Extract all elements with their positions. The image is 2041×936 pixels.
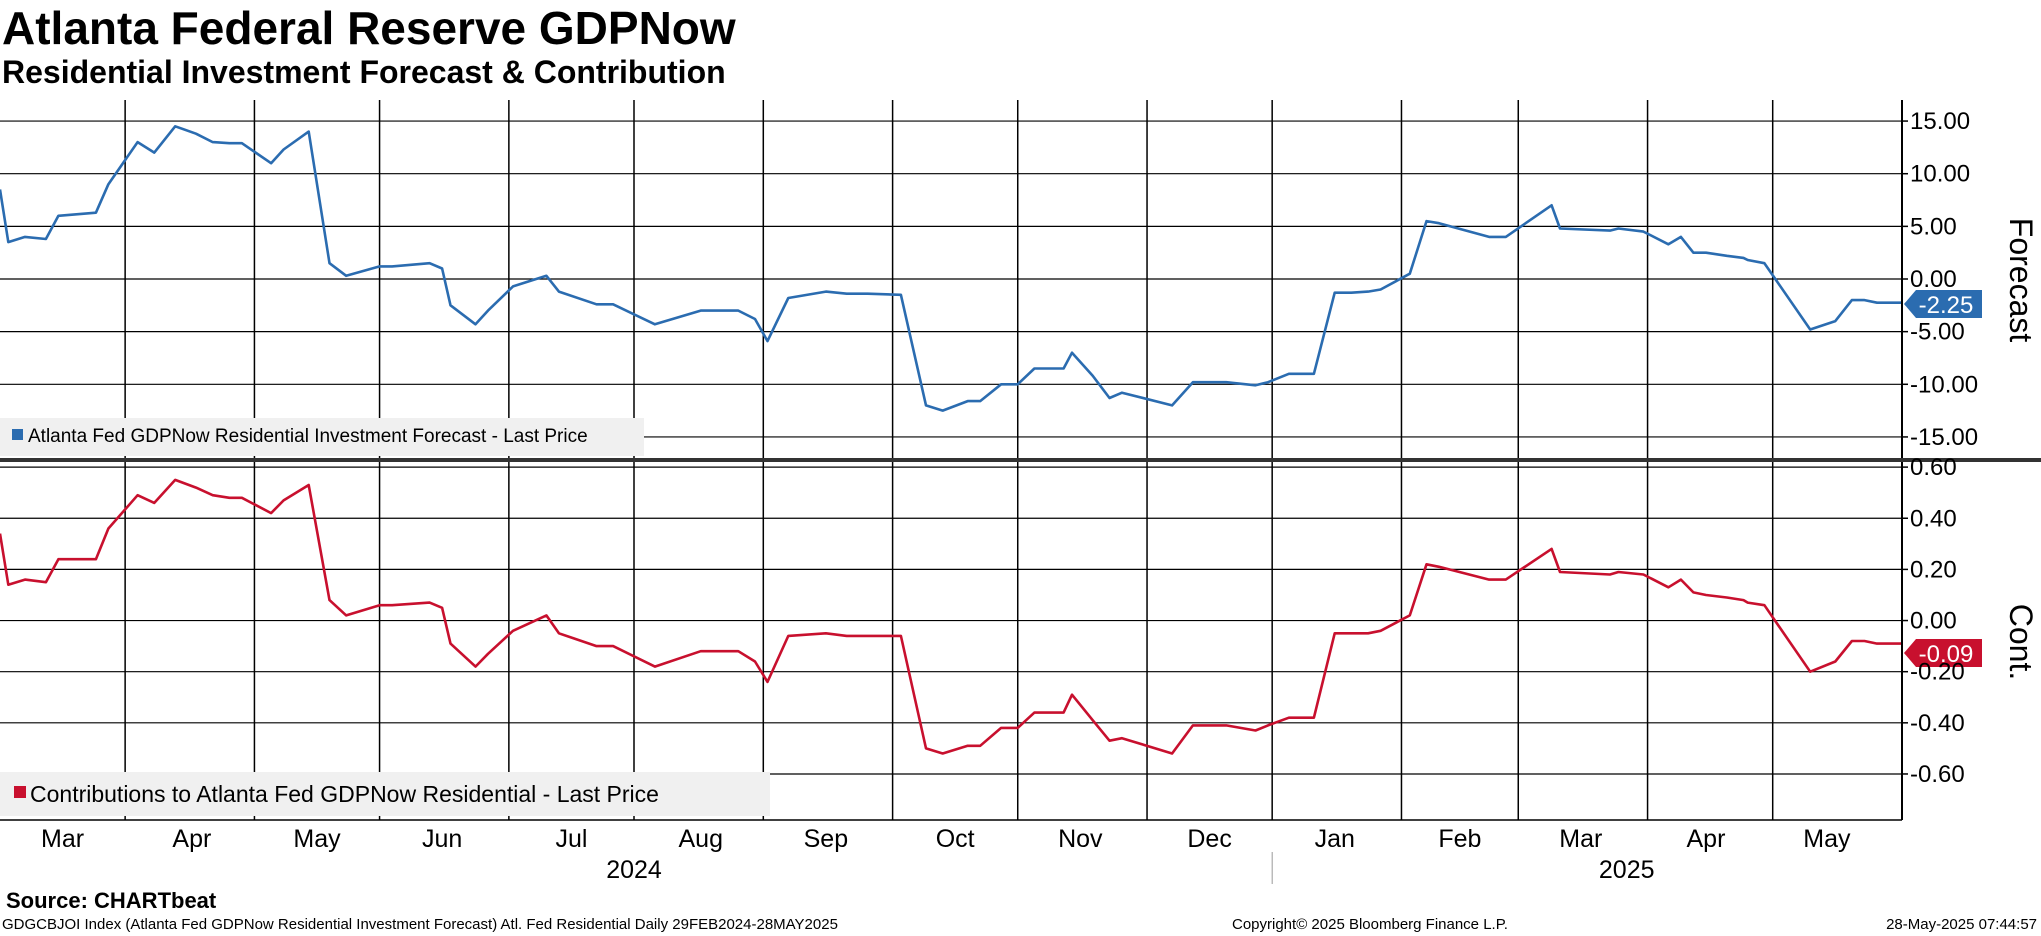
month-label: Nov <box>1058 825 1103 853</box>
y-tick-label: 0.00 <box>1910 266 1957 293</box>
month-label: May <box>1803 825 1851 853</box>
month-label: Dec <box>1187 825 1231 853</box>
y-tick-labels: 15.00 10.00 5.00 0.00 -5.00 -10.00 -15.00 0.60 0… <box>1910 108 1978 788</box>
bottom-legend-label: Contributions to Atlanta Fed GDPNow Resi… <box>30 781 659 807</box>
top-legend-swatch <box>12 429 23 440</box>
month-label: Feb <box>1438 825 1481 853</box>
footer-copyright: Copyright© 2025 Bloomberg Finance L.P. <box>1232 916 1508 933</box>
y-tick-label: 5.00 <box>1910 213 1957 240</box>
y-tick-label: -0.20 <box>1910 659 1965 686</box>
chart-area: Atlanta Fed GDPNow Residential Investmen… <box>0 100 2041 884</box>
month-label: Mar <box>1559 825 1602 853</box>
top-axis-title: Forecast <box>2003 218 2039 343</box>
source-note: Source: CHARTbeat <box>6 888 217 913</box>
month-label: Apr <box>172 825 211 853</box>
y-tick-label: 10.00 <box>1910 161 1970 188</box>
y-tick-label: -15.00 <box>1910 424 1978 451</box>
top-legend-label: Atlanta Fed GDPNow Residential Investmen… <box>28 426 588 447</box>
y-tick-label: 15.00 <box>1910 108 1970 135</box>
series-lines <box>0 125 1902 755</box>
chart-title: Atlanta Federal Reserve GDPNow <box>2 2 736 54</box>
x-axis: Mar Apr May Jun Jul Aug Sep Oct Nov Dec Jan Feb Mar A… <box>41 825 1851 884</box>
month-label: Apr <box>1687 825 1726 853</box>
top-legend: Atlanta Fed GDPNow Residential Investmen… <box>0 418 644 456</box>
month-label: Aug <box>678 825 722 853</box>
contribution-line <box>0 478 1902 755</box>
bottom-legend: Contributions to Atlanta Fed GDPNow Resi… <box>0 772 770 816</box>
panel-frames <box>0 100 2041 821</box>
month-label: Sep <box>804 825 848 853</box>
month-label: May <box>293 825 341 853</box>
chart-subtitle: Residential Investment Forecast & Contri… <box>2 54 726 90</box>
footer-timestamp: 28-May-2025 07:44:57 <box>1886 916 2037 933</box>
y-tick-label: 0.20 <box>1910 556 1957 583</box>
month-label: Jan <box>1315 825 1355 853</box>
y-tick-label: 0.40 <box>1910 505 1957 532</box>
y-tick-label: -10.00 <box>1910 371 1978 398</box>
bottom-legend-swatch <box>14 786 26 798</box>
month-label: Jun <box>422 825 462 853</box>
y-tick-label: -5.00 <box>1910 319 1965 346</box>
top-last-value: -2.25 <box>1919 292 1974 319</box>
y-tick-label: 0.60 <box>1910 454 1957 481</box>
y-tick-label: 0.00 <box>1910 608 1957 635</box>
year-label: 2024 <box>606 856 662 884</box>
bottom-last-value: -0.09 <box>1919 641 1974 668</box>
forecast-line <box>0 125 1902 412</box>
footer-ticker-info: GDGCBJOI Index (Atlanta Fed GDPNow Resid… <box>2 916 838 933</box>
month-label: Oct <box>936 825 975 853</box>
top-last-value-tag: -2.25 <box>1904 290 1982 319</box>
month-label: Mar <box>41 825 84 853</box>
month-label: Jul <box>555 825 587 853</box>
bottom-axis-title: Cont. <box>2003 604 2039 680</box>
year-label: 2025 <box>1599 856 1655 884</box>
y-tick-label: -0.40 <box>1910 710 1965 737</box>
bottom-last-value-tag: -0.09 <box>1904 639 1982 668</box>
y-tick-label: -0.60 <box>1910 761 1965 788</box>
